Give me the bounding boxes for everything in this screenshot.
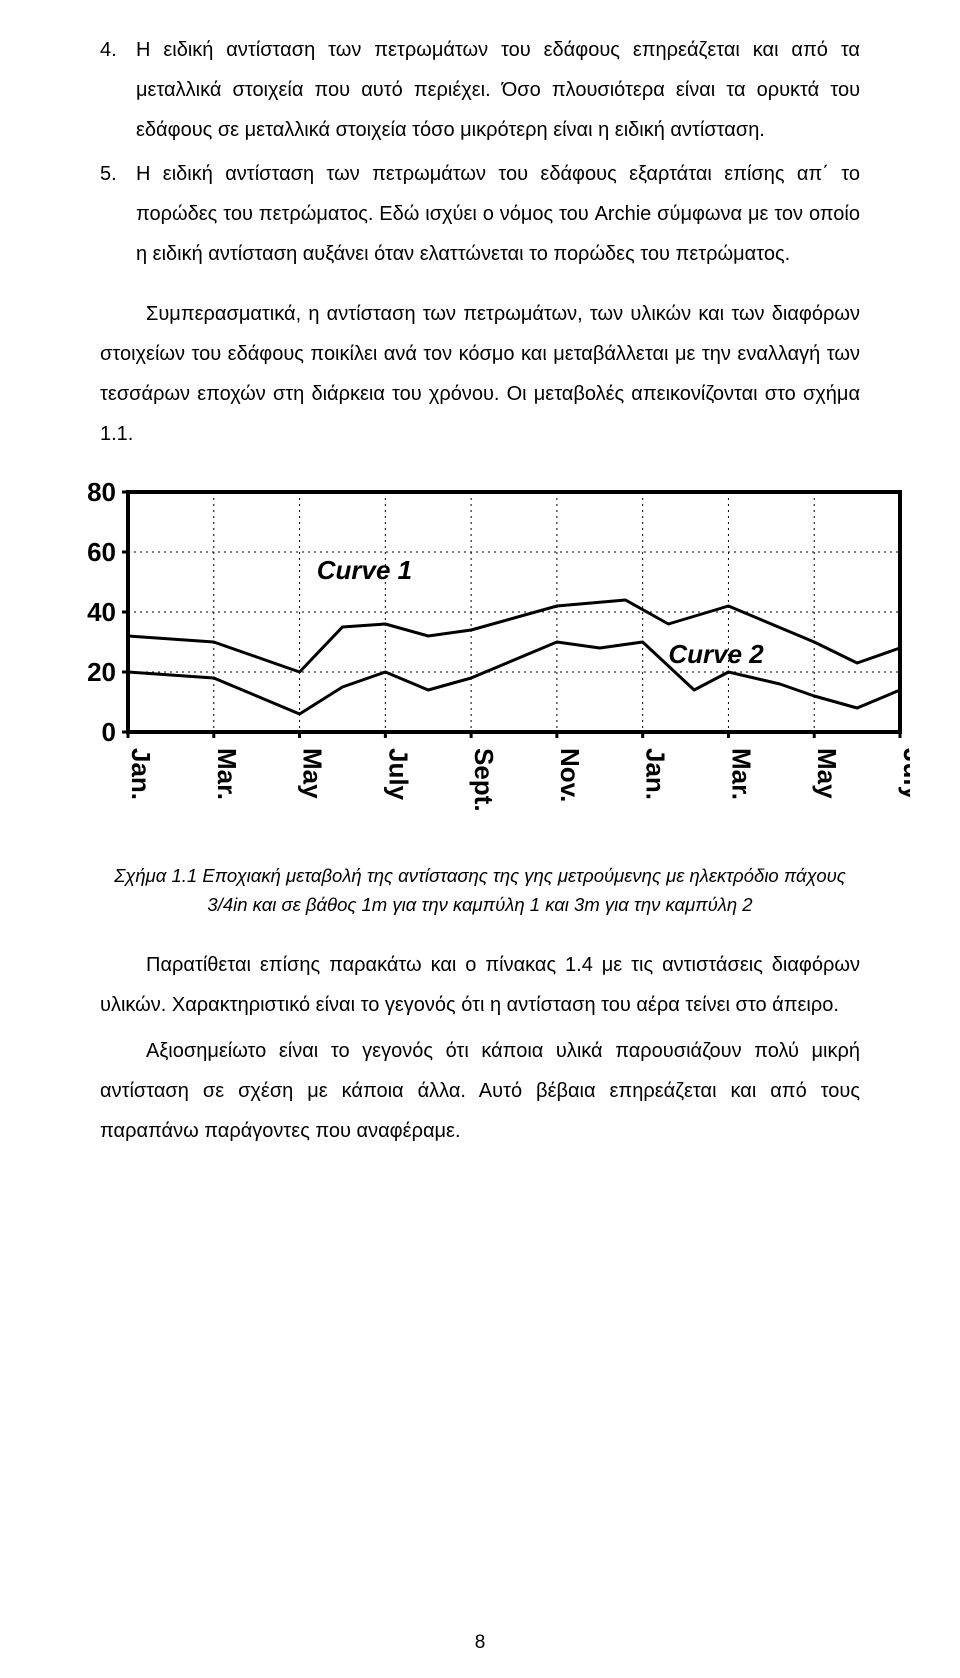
svg-text:60: 60	[87, 537, 116, 567]
svg-text:40: 40	[87, 597, 116, 627]
svg-text:July: July	[383, 748, 413, 801]
svg-text:Mar.: Mar.	[212, 748, 242, 800]
figure-caption: Σχήμα 1.1 Εποχιακή μεταβολή της αντίστασ…	[100, 862, 860, 919]
list-number: 5.	[100, 154, 136, 274]
svg-text:May: May	[812, 748, 842, 799]
svg-text:Mar.: Mar.	[726, 748, 756, 800]
svg-text:Jan.: Jan.	[126, 748, 156, 800]
svg-text:Curve 1: Curve 1	[317, 555, 412, 585]
body-text: 4. Η ειδική αντίσταση των πετρωμάτων του…	[100, 30, 860, 1151]
list-item-5: 5. Η ειδική αντίσταση των πετρωμάτων του…	[100, 154, 860, 274]
svg-text:Sept.: Sept.	[469, 748, 499, 812]
svg-text:0: 0	[102, 717, 116, 747]
svg-text:July: July	[898, 748, 910, 801]
paragraph-note: Αξιοσημείωτο είναι το γεγονός ότι κάποια…	[100, 1031, 860, 1151]
svg-text:20: 20	[87, 657, 116, 687]
paragraph-table-intro: Παρατίθεται επίσης παρακάτω και ο πίνακα…	[100, 945, 860, 1025]
paragraph-summary: Συμπερασματικά, η αντίσταση των πετρωμάτ…	[100, 294, 860, 454]
svg-text:May: May	[298, 748, 328, 799]
seasonal-resistance-chart: 0 20 40 60 80 Jan. Mar. May July Sept. Nov. Jan. Mar…	[50, 480, 860, 844]
list-text: Η ειδική αντίσταση των πετρωμάτων του εδ…	[136, 30, 860, 150]
page-number: 8	[0, 1632, 960, 1654]
svg-text:80: 80	[87, 480, 116, 507]
list-number: 4.	[100, 30, 136, 150]
list-item-4: 4. Η ειδική αντίσταση των πετρωμάτων του…	[100, 30, 860, 150]
list-text: Η ειδική αντίσταση των πετρωμάτων του εδ…	[136, 154, 860, 274]
svg-text:Jan.: Jan.	[641, 748, 671, 800]
svg-text:Nov.: Nov.	[555, 748, 585, 802]
svg-text:Curve 2: Curve 2	[668, 639, 764, 669]
